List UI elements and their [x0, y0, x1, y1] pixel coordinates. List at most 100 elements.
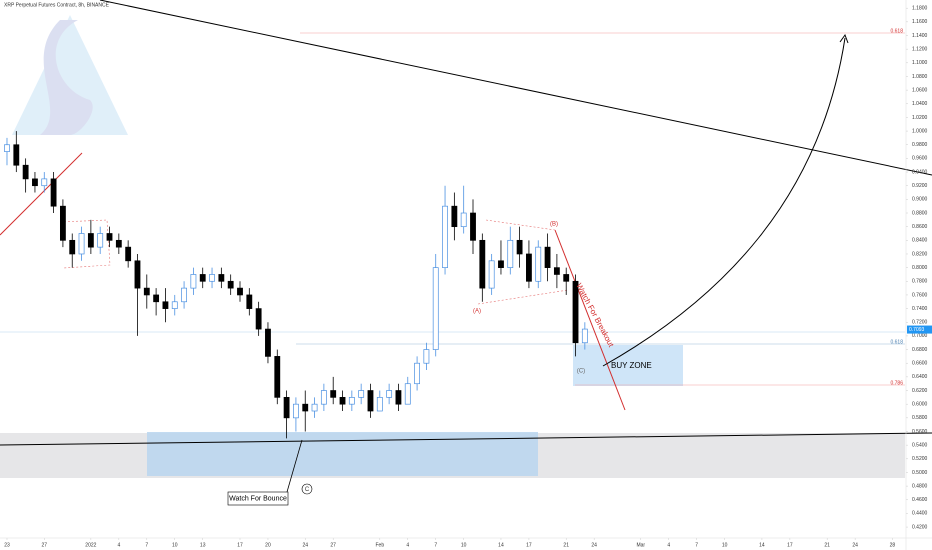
- y-tick-label: 1.0200: [912, 115, 928, 121]
- x-tick-label: 27: [330, 542, 336, 548]
- y-tick-label: 0.4600: [912, 497, 928, 503]
- candle-body: [423, 349, 430, 364]
- candle-body: [22, 164, 29, 180]
- y-tick-label: 0.8400: [912, 238, 928, 244]
- y-tick-label: 0.5000: [912, 470, 928, 476]
- candle-body: [320, 390, 327, 405]
- y-tick-label: 0.6200: [912, 388, 928, 394]
- last-price-label: 0.7093: [909, 327, 925, 333]
- projection-curve: [602, 37, 846, 367]
- x-tick-label: 14: [498, 542, 504, 548]
- candle-body: [115, 239, 122, 248]
- candle-body: [134, 260, 141, 289]
- candle-body: [106, 233, 113, 241]
- y-tick-label: 0.6400: [912, 374, 928, 380]
- x-tick-label: 17: [237, 542, 243, 548]
- candle-body: [516, 239, 523, 255]
- candle-body: [479, 239, 486, 289]
- candle-body: [311, 403, 318, 412]
- x-tick-label: 28: [890, 542, 896, 548]
- candle-body: [553, 267, 560, 275]
- candle-body: [498, 260, 504, 268]
- candle-body: [125, 246, 132, 262]
- y-tick-label: 1.1000: [912, 60, 928, 66]
- candle-body: [153, 294, 160, 303]
- candle-body: [293, 403, 299, 419]
- y-tick-label: 0.5200: [912, 456, 928, 462]
- candle-body: [32, 178, 38, 187]
- y-tick-label: 1.0800: [912, 74, 928, 80]
- x-tick-label: 17: [787, 542, 793, 548]
- x-tick-label: 21: [824, 542, 830, 548]
- trend-line-red: [0, 152, 83, 236]
- candle-body: [255, 308, 262, 330]
- x-tick-label: 21: [563, 542, 569, 548]
- x-tick-label: 20: [265, 542, 271, 548]
- wave-c-circle-label: C: [305, 487, 310, 493]
- y-tick-label: 0.8200: [912, 251, 928, 257]
- candle-body: [302, 403, 309, 412]
- wave-b: (B): [550, 222, 558, 228]
- fib-low-label: 0.786: [890, 380, 903, 386]
- candle-body: [414, 362, 420, 385]
- candle-body: [572, 280, 579, 344]
- downtrend-line: [99, 0, 932, 176]
- y-tick-label: 0.5600: [912, 429, 928, 435]
- x-tick-label: 24: [852, 542, 858, 548]
- candle-body: [376, 397, 383, 412]
- candle-body: [97, 233, 104, 248]
- x-tick-label: 4: [117, 542, 120, 548]
- support-line: [0, 432, 932, 446]
- y-tick-label: 0.9800: [912, 142, 928, 148]
- y-tick-label: 0.6600: [912, 361, 928, 367]
- candle-body: [171, 301, 178, 309]
- x-tick-label: 10: [172, 542, 178, 548]
- candle-body: [330, 390, 337, 398]
- y-tick-label: 0.5400: [912, 442, 928, 448]
- y-tick-label: 1.1400: [912, 33, 928, 39]
- candle-body: [367, 390, 374, 412]
- buy-zone-label: BUY ZONE: [611, 361, 652, 370]
- candle-body: [13, 144, 20, 166]
- y-tick-label: 1.1200: [912, 46, 928, 52]
- candle-body: [69, 239, 76, 255]
- y-tick-label: 0.8000: [912, 265, 928, 271]
- fib-top-label: 0.618: [890, 28, 903, 34]
- chart-title: XRP Perpetual Futures Contract, 8h, BINA…: [4, 2, 110, 8]
- y-tick-label: 0.7000: [912, 333, 928, 339]
- candle-body: [246, 294, 253, 309]
- candle-body: [87, 233, 94, 248]
- candle-body: [227, 280, 234, 289]
- y-tick-label: 0.7600: [912, 292, 928, 298]
- y-tick-label: 0.9400: [912, 169, 928, 175]
- candle-body: [50, 178, 57, 207]
- x-tick-label: Feb: [375, 542, 384, 548]
- candle-body: [386, 390, 393, 398]
- candle-body: [59, 205, 66, 241]
- breakout-label: Watch For Breakout: [574, 282, 616, 349]
- x-tick-label: 2022: [85, 542, 96, 548]
- x-tick-label: 7: [145, 542, 148, 548]
- x-tick-label: 17: [526, 542, 532, 548]
- y-tick-label: 0.9200: [912, 183, 928, 189]
- candle-body: [507, 239, 514, 268]
- projection-arrow: [839, 33, 849, 44]
- candle-body: [563, 274, 570, 282]
- y-tick-label: 1.0400: [912, 101, 928, 107]
- candle-body: [348, 397, 355, 405]
- candle-body: [181, 287, 187, 303]
- y-tick-label: 0.6800: [912, 347, 928, 353]
- candle-body: [451, 205, 458, 228]
- candle-body: [4, 144, 10, 152]
- y-tick-label: 0.4400: [912, 511, 928, 517]
- candle-body: [209, 274, 215, 282]
- wave-c: (C): [577, 369, 585, 375]
- candle-body: [460, 212, 467, 228]
- candle-body: [526, 253, 532, 282]
- x-tick-label: 23: [4, 542, 10, 548]
- candle-body: [581, 328, 588, 344]
- x-tick-label: 24: [302, 542, 308, 548]
- candle-body: [395, 390, 402, 405]
- wave-a: (A): [473, 309, 481, 315]
- candle-body: [432, 267, 439, 350]
